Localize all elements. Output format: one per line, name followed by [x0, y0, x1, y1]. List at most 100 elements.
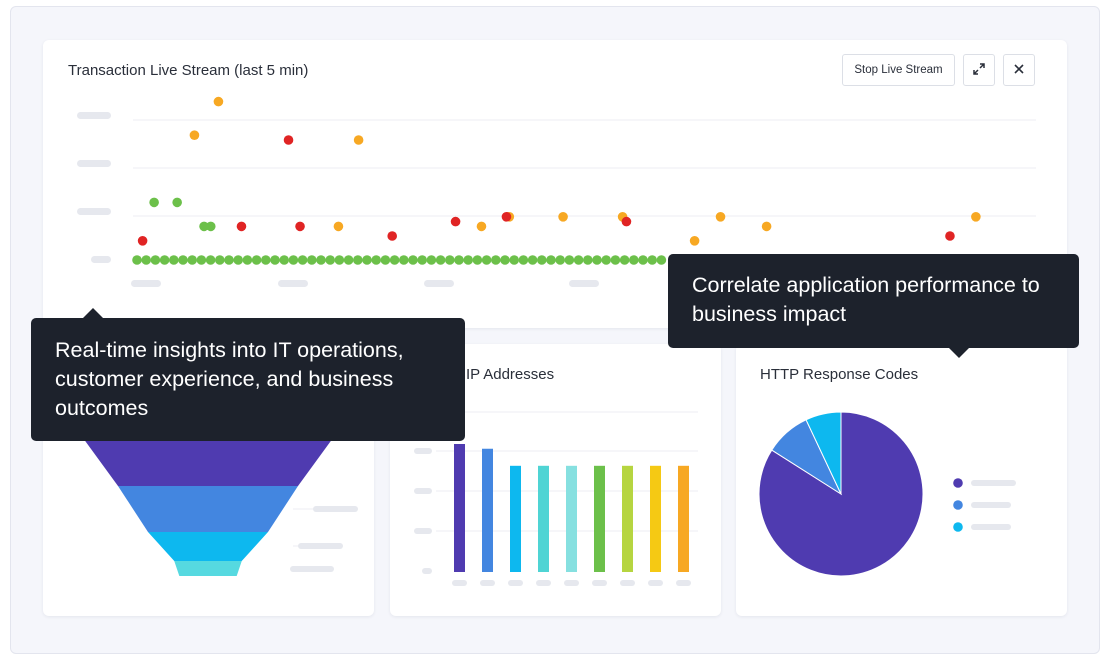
baseline-point: [500, 255, 510, 265]
baseline-point: [343, 255, 354, 265]
transaction-point: [501, 212, 512, 222]
http-card-title: HTTP Response Codes: [760, 366, 919, 383]
legend-label-placeholder: [971, 524, 1011, 530]
transaction-point: [137, 236, 148, 246]
close-button[interactable]: [1003, 54, 1035, 86]
transaction-stream-card: Transaction Live Stream (last 5 min) Sto…: [43, 40, 1067, 328]
baseline-point: [555, 255, 565, 265]
baseline-point: [546, 255, 556, 265]
baseline-point: [408, 255, 418, 265]
funnel-label-placeholder: [298, 543, 343, 549]
legend-swatch: [953, 478, 963, 488]
baseline-point: [564, 255, 575, 265]
baseline-point: [297, 255, 308, 265]
ip-bar: [650, 465, 661, 572]
performance-tooltip: Correlate application performance to bus…: [668, 254, 1079, 348]
transaction-point: [689, 236, 700, 246]
ip-card-title: IP Addresses: [466, 366, 555, 383]
funnel-label-placeholder: [290, 566, 334, 572]
baseline-point: [573, 255, 584, 265]
transaction-point: [621, 216, 632, 227]
baseline-point: [656, 255, 667, 265]
funnel-segment: [83, 438, 333, 486]
baseline-point: [647, 255, 657, 265]
baseline-point: [509, 255, 519, 265]
baseline-point: [288, 255, 299, 265]
ip-bar: [482, 448, 493, 572]
baseline-point: [251, 255, 262, 265]
transaction-point: [189, 130, 200, 140]
expand-icon: [972, 62, 986, 79]
baseline-point: [619, 255, 630, 265]
legend-label-placeholder: [971, 502, 1011, 508]
transaction-point: [205, 221, 216, 232]
transaction-scatter-chart: [77, 96, 1036, 287]
baseline-point: [279, 255, 289, 265]
baseline-point: [242, 255, 253, 265]
pie-slice: [758, 411, 924, 577]
ip-bar: [594, 465, 605, 572]
baseline-point: [399, 255, 409, 265]
y-tick-placeholder: [422, 568, 432, 574]
baseline-point: [150, 255, 161, 265]
ip-bar-chart: [414, 411, 698, 586]
stream-card-title: Transaction Live Stream (last 5 min): [68, 62, 309, 79]
x-tick-placeholder: [452, 580, 467, 586]
x-tick-placeholder: [424, 280, 454, 287]
baseline-point: [472, 255, 483, 265]
baseline-point: [601, 255, 611, 265]
transaction-point: [172, 197, 182, 208]
baseline-point: [371, 255, 382, 265]
x-tick-placeholder: [676, 580, 691, 586]
baseline-point: [454, 255, 464, 265]
transaction-point: [333, 221, 344, 232]
transaction-point: [971, 212, 981, 222]
y-tick-placeholder: [77, 112, 111, 119]
transaction-point: [945, 231, 955, 241]
baseline-point: [224, 255, 234, 265]
baseline-point: [205, 255, 216, 265]
expand-button[interactable]: [963, 54, 995, 86]
close-icon: [1012, 62, 1026, 79]
baseline-point: [481, 255, 492, 265]
transaction-point: [715, 212, 726, 222]
ip-bar: [454, 444, 465, 572]
baseline-point: [316, 255, 326, 265]
baseline-point: [233, 255, 243, 265]
funnel-label-placeholder: [313, 506, 358, 512]
transaction-point: [450, 216, 461, 227]
transaction-point: [199, 221, 209, 232]
baseline-point: [463, 255, 474, 265]
legend-swatch: [953, 522, 963, 532]
baseline-point: [592, 255, 602, 265]
y-tick-placeholder: [414, 488, 432, 494]
baseline-point: [417, 255, 428, 265]
baseline-point: [537, 255, 547, 265]
x-tick-placeholder: [648, 580, 663, 586]
transaction-point: [295, 221, 305, 232]
baseline-point: [380, 255, 391, 265]
y-tick-placeholder: [77, 160, 111, 167]
x-tick-placeholder: [569, 280, 599, 287]
transaction-point: [558, 212, 568, 222]
x-tick-placeholder: [278, 280, 308, 287]
baseline-point: [270, 255, 280, 265]
transaction-point: [761, 221, 772, 232]
transaction-point: [387, 231, 398, 241]
baseline-point: [491, 255, 501, 265]
baseline-point: [353, 255, 363, 265]
baseline-point: [132, 255, 142, 265]
baseline-point: [261, 255, 271, 265]
baseline-point: [362, 255, 372, 265]
stop-live-stream-button[interactable]: Stop Live Stream: [842, 54, 955, 86]
ip-bar: [622, 465, 633, 572]
y-tick-placeholder: [77, 208, 111, 215]
x-tick-placeholder: [564, 580, 579, 586]
ip-bar: [678, 465, 689, 572]
transaction-point: [213, 96, 224, 107]
transaction-point: [476, 221, 487, 232]
http-pie-chart: [758, 411, 1016, 577]
baseline-point: [389, 255, 400, 265]
baseline-point: [583, 255, 593, 265]
funnel-segment: [118, 486, 298, 532]
